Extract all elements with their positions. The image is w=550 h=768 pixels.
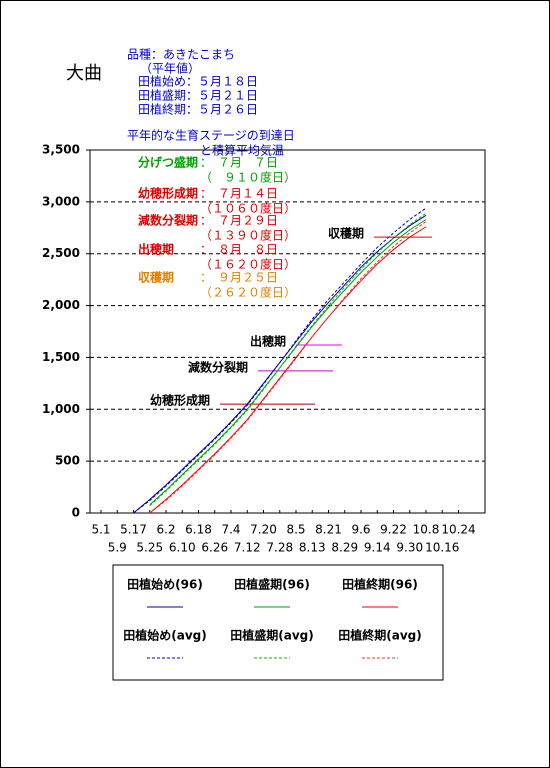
legend-label: 田植始め(avg) [123, 628, 206, 643]
x-tick-label: 7.28 [266, 541, 293, 555]
x-tick-label: 5.17 [120, 523, 147, 537]
series-line [133, 207, 427, 514]
stage-date: ： ７月１４日 [200, 187, 278, 201]
x-tick-label: 9.30 [396, 541, 423, 555]
legend-label: 田植始め(96) [127, 577, 203, 592]
stage-date: ： ７月２９日 [200, 214, 278, 228]
y-tick-label: 500 [55, 454, 80, 468]
info-text: 品種：あきたこまち [127, 48, 235, 62]
stage-gdd: （１０６０度日） [200, 201, 296, 216]
series-line [149, 219, 427, 506]
stage-name: 減数分裂期 [138, 213, 198, 228]
y-tick-label: 1,500 [42, 350, 80, 364]
series-line [149, 226, 427, 514]
legend-box [112, 564, 444, 681]
x-tick-label: 7.4 [221, 523, 240, 537]
x-tick-label: 8.13 [299, 541, 326, 555]
x-tick-label: 9.6 [351, 523, 370, 537]
info-text: 田植盛期：５月２１日 [138, 88, 258, 103]
x-tick-label: 6.2 [156, 523, 175, 537]
legend-label: 田植盛期(avg) [230, 628, 313, 643]
stage-gdd: （ ９１０度日） [200, 170, 296, 185]
info-text: 田植終期：５月２６日 [138, 102, 258, 117]
stage-line-label: 減数分裂期 [188, 359, 248, 374]
stage-date: ： ８月 ８日 [200, 243, 278, 257]
note-text: 平年的な生育ステージの到達日 [127, 128, 295, 143]
x-tick-label: 10.24 [441, 523, 475, 537]
stage-date: ： ９月２５日 [200, 271, 278, 285]
stage-line-label: 出穂期 [250, 333, 286, 348]
stage-gdd: （１３９０度日） [200, 228, 296, 243]
legend-label: 田植盛期(96) [234, 577, 310, 592]
stage-name: 収穫期 [138, 270, 174, 285]
stage-date: ： ７月 ７日 [200, 156, 278, 170]
chart-title: 大曲 [66, 63, 102, 84]
stage-gdd: （１６２０度日） [200, 257, 296, 272]
x-tick-label: 9.14 [364, 541, 391, 555]
x-tick-label: 6.10 [169, 541, 196, 555]
info-text: 田植始め：５月１８日 [138, 74, 258, 89]
x-tick-label: 5.1 [91, 523, 110, 537]
x-tick-label: 7.12 [234, 541, 261, 555]
x-tick-label: 6.26 [201, 541, 228, 555]
x-tick-label: 10.16 [425, 541, 459, 555]
legend-label: 田植終期(avg) [338, 628, 421, 643]
stage-name: 出穂期 [138, 242, 174, 257]
y-tick-label: 2,500 [42, 246, 80, 260]
x-tick-label: 10.8 [413, 523, 440, 537]
x-tick-label: 5.25 [136, 541, 163, 555]
stage-name: 分げつ盛期 [138, 155, 198, 170]
stage-line-label: 収穫期 [328, 226, 364, 241]
stage-gdd: （２６２０度日） [200, 285, 296, 300]
stage-line-label: 幼穂形成期 [150, 393, 210, 408]
y-tick-label: 1,000 [42, 402, 80, 416]
x-tick-label: 9.22 [380, 523, 407, 537]
info-text: （平年値） [140, 61, 200, 76]
y-tick-label: 3,500 [42, 143, 80, 157]
x-tick-label: 8.5 [286, 523, 305, 537]
x-tick-label: 8.21 [315, 523, 342, 537]
y-tick-label: 2,000 [42, 298, 80, 312]
x-tick-label: 6.18 [185, 523, 212, 537]
series-line [149, 221, 427, 514]
x-tick-label: 8.29 [331, 541, 358, 555]
x-tick-label: 5.9 [108, 541, 127, 555]
y-tick-label: 3,000 [42, 194, 80, 208]
stage-name: 幼穂形成期 [138, 186, 198, 201]
y-tick-label: 0 [72, 506, 80, 520]
x-tick-label: 7.20 [250, 523, 277, 537]
legend-label: 田植終期(96) [342, 577, 418, 592]
